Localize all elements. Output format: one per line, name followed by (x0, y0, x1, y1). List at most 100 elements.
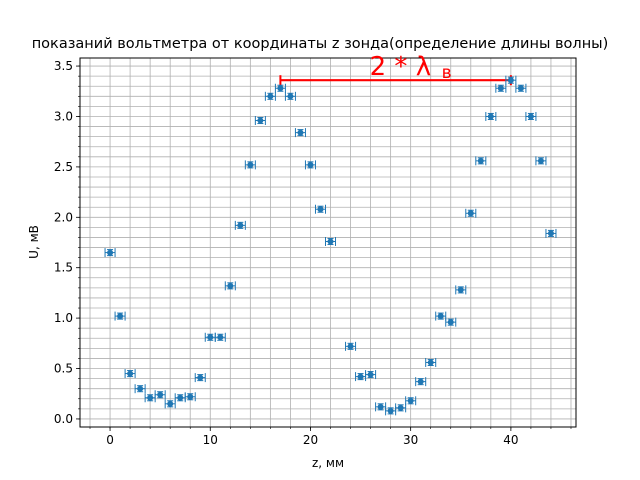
data-marker (347, 343, 354, 350)
data-point (465, 208, 477, 218)
x-tick-label: 20 (303, 433, 318, 447)
data-point (314, 204, 326, 214)
data-point (264, 91, 276, 101)
data-point (244, 160, 256, 170)
data-marker (187, 393, 194, 400)
data-point (274, 83, 286, 93)
x-axis-label: z, мм (312, 456, 344, 470)
y-tick-label: 1.5 (54, 261, 73, 275)
data-marker (477, 157, 484, 164)
data-point (515, 83, 527, 93)
data-marker (247, 161, 254, 168)
x-tick-label: 40 (503, 433, 518, 447)
data-marker (297, 129, 304, 136)
data-marker (287, 93, 294, 100)
data-point (194, 373, 206, 383)
data-point (114, 311, 126, 321)
data-point (445, 317, 457, 327)
data-marker (407, 397, 414, 404)
data-marker (447, 319, 454, 326)
annotation-label: 2 * λ (370, 52, 431, 82)
data-series (104, 75, 557, 416)
y-tick-label: 2.5 (54, 160, 73, 174)
data-point (365, 370, 377, 380)
data-marker (157, 391, 164, 398)
y-tick-label: 1.0 (54, 311, 73, 325)
x-tick-label: 0 (106, 433, 114, 447)
data-marker (537, 157, 544, 164)
data-point (505, 75, 517, 85)
data-marker (207, 334, 214, 341)
data-marker (367, 371, 374, 378)
y-tick-label: 0.5 (54, 362, 73, 376)
data-marker (417, 378, 424, 385)
data-point (294, 128, 306, 138)
data-point (224, 281, 236, 291)
data-point (134, 384, 146, 394)
data-marker (507, 77, 514, 84)
data-marker (327, 238, 334, 245)
data-point (455, 285, 467, 295)
data-marker (127, 370, 134, 377)
data-marker (317, 206, 324, 213)
data-point (435, 311, 447, 321)
x-tick-label: 10 (203, 433, 218, 447)
data-point (214, 332, 226, 342)
data-marker (277, 85, 284, 92)
data-point (104, 248, 116, 258)
data-marker (267, 93, 274, 100)
data-marker (197, 374, 204, 381)
data-point (124, 369, 136, 379)
data-marker (437, 313, 444, 320)
data-point (284, 91, 296, 101)
data-point (495, 83, 507, 93)
y-axis-label: U, мВ (27, 225, 41, 259)
data-point (525, 111, 537, 121)
data-marker (397, 404, 404, 411)
data-point (154, 390, 166, 400)
axis-ticks: 0 10 20 30 40 0.0 0.5 1.0 1.5 2.0 2.5 3.0 3.5 (54, 59, 572, 447)
data-marker (167, 400, 174, 407)
data-marker (227, 282, 234, 289)
data-marker (547, 230, 554, 237)
data-point (425, 357, 437, 367)
data-marker (177, 394, 184, 401)
data-marker (527, 113, 534, 120)
data-marker (357, 373, 364, 380)
data-point (535, 156, 547, 166)
x-tick-label: 30 (403, 433, 418, 447)
data-point (234, 220, 246, 230)
data-marker (217, 334, 224, 341)
y-tick-label: 3.0 (54, 109, 73, 123)
data-marker (237, 222, 244, 229)
annotation-subscript: в (442, 63, 452, 83)
data-marker (257, 117, 264, 124)
data-marker (517, 85, 524, 92)
y-tick-label: 2.0 (54, 210, 73, 224)
data-point (405, 396, 417, 406)
data-marker (307, 161, 314, 168)
data-marker (467, 210, 474, 217)
data-marker (497, 85, 504, 92)
data-point (174, 393, 186, 403)
data-point (324, 236, 337, 246)
data-point (395, 403, 407, 413)
data-marker (377, 403, 384, 410)
data-point (485, 111, 497, 121)
annotation: 2 * λ в (279, 52, 512, 86)
data-marker (117, 313, 124, 320)
data-marker (427, 359, 434, 366)
data-point (345, 341, 357, 351)
y-tick-label: 3.5 (54, 59, 73, 73)
data-point (184, 392, 196, 402)
data-marker (147, 394, 154, 401)
plot-frame (79, 57, 577, 428)
chart-title: показаний вольтметра от координаты z зон… (32, 36, 609, 52)
data-point (304, 160, 316, 170)
data-point (545, 228, 557, 238)
data-marker (387, 407, 394, 414)
data-point (415, 377, 427, 387)
data-marker (457, 286, 464, 293)
